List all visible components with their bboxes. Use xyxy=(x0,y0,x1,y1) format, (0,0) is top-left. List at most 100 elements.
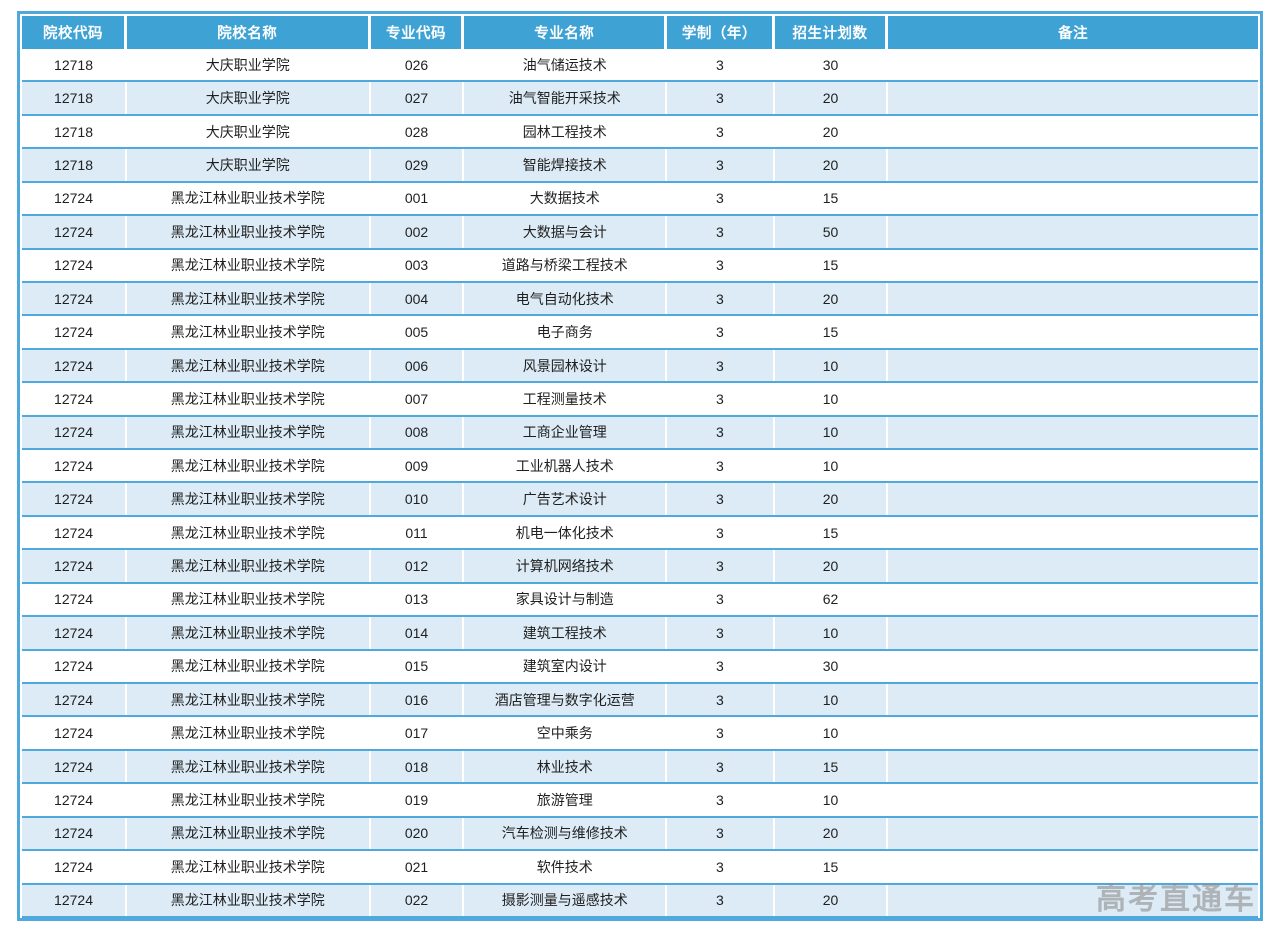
table-cell: 黑龙江林业职业技术学院 xyxy=(127,617,371,649)
table-cell: 20 xyxy=(775,817,889,850)
table-cell: 005 xyxy=(371,316,465,348)
table-cell: 12724 xyxy=(22,684,128,716)
table-cell: 黑龙江林业职业技术学院 xyxy=(127,516,371,549)
column-header: 专业代码 xyxy=(371,16,465,49)
table-row: 12718 大庆职业学院 029 智能焊接技术 3 20 xyxy=(22,149,1258,183)
table-cell: 12724 xyxy=(22,383,128,415)
table-header-row: 院校代码 院校名称 专业代码 专业名称 学制（年） 招生计划数 备注 xyxy=(22,16,1258,49)
table-cell: 黑龙江林业职业技术学院 xyxy=(127,784,371,816)
table-cell: 20 xyxy=(775,282,889,315)
table-cell: 20 xyxy=(775,149,889,181)
table-cell: 3 xyxy=(667,516,775,549)
table-cell: 建筑工程技术 xyxy=(464,617,668,649)
table-row: 12724 黑龙江林业职业技术学院 019 旅游管理 3 10 xyxy=(22,784,1258,818)
column-header: 招生计划数 xyxy=(775,16,889,49)
table-cell: 大数据与会计 xyxy=(464,216,668,248)
table-cell: 黑龙江林业职业技术学院 xyxy=(127,182,371,215)
table-row: 12724 黑龙江林业职业技术学院 014 建筑工程技术 3 10 xyxy=(22,617,1258,651)
table-cell: 010 xyxy=(371,483,465,515)
table-row: 12724 黑龙江林业职业技术学院 011 机电一体化技术 3 15 xyxy=(22,516,1258,551)
table-row: 12724 黑龙江林业职业技术学院 016 酒店管理与数字化运营 3 10 xyxy=(22,684,1258,718)
table-cell: 011 xyxy=(371,516,465,549)
table-row: 12724 黑龙江林业职业技术学院 018 林业技术 3 15 xyxy=(22,750,1258,785)
table-cell: 3 xyxy=(667,851,775,883)
table-cell: 20 xyxy=(775,115,889,148)
table-row: 12724 黑龙江林业职业技术学院 004 电气自动化技术 3 20 xyxy=(22,282,1258,317)
table-cell: 20 xyxy=(775,483,889,515)
table-cell: 12718 xyxy=(22,115,128,148)
table-cell: 黑龙江林业职业技术学院 xyxy=(127,750,371,783)
table-cell: 30 xyxy=(775,650,889,683)
table-cell: 028 xyxy=(371,115,465,148)
table-cell: 大庆职业学院 xyxy=(127,49,371,81)
table-row: 12724 黑龙江林业职业技术学院 002 大数据与会计 3 50 xyxy=(22,216,1258,250)
table-cell: 021 xyxy=(371,851,465,883)
table-cell: 20 xyxy=(775,550,889,582)
table-cell: 10 xyxy=(775,450,889,482)
table-cell: 018 xyxy=(371,750,465,783)
table-cell: 黑龙江林业职业技术学院 xyxy=(127,416,371,449)
table-cell xyxy=(888,784,1258,815)
table-cell: 林业技术 xyxy=(464,750,668,783)
table-cell: 黑龙江林业职业技术学院 xyxy=(127,851,371,883)
table-cell: 黑龙江林业职业技术学院 xyxy=(127,483,371,515)
table-cell: 道路与桥梁工程技术 xyxy=(464,249,668,281)
table-cell: 019 xyxy=(371,784,465,816)
table-cell: 3 xyxy=(667,416,775,449)
table-cell: 3 xyxy=(667,450,775,482)
table-cell: 12724 xyxy=(22,216,128,248)
table-cell: 12724 xyxy=(22,416,128,449)
table-cell: 12724 xyxy=(22,884,128,916)
table-cell: 广告艺术设计 xyxy=(464,483,668,515)
table-cell: 014 xyxy=(371,617,465,649)
table-cell: 工商企业管理 xyxy=(464,416,668,449)
table-row: 12724 黑龙江林业职业技术学院 006 风景园林设计 3 10 xyxy=(22,349,1258,384)
table-cell: 黑龙江林业职业技术学院 xyxy=(127,550,371,582)
table-body: 12718 大庆职业学院 026 油气储运技术 3 30 12718 大庆职业学院 027 油气智… xyxy=(22,49,1258,918)
table-cell: 大数据技术 xyxy=(464,182,668,215)
table-cell: 大庆职业学院 xyxy=(127,149,371,181)
table-cell: 026 xyxy=(371,49,465,81)
table-cell: 15 xyxy=(775,851,889,883)
table-cell: 15 xyxy=(775,316,889,348)
table-cell: 大庆职业学院 xyxy=(127,82,371,114)
table-cell xyxy=(888,250,1258,281)
table-cell xyxy=(888,584,1258,615)
table-cell: 黑龙江林业职业技术学院 xyxy=(127,383,371,415)
table-cell xyxy=(888,216,1258,247)
table-cell: 3 xyxy=(667,115,775,148)
table-cell: 015 xyxy=(371,650,465,683)
table-cell: 3 xyxy=(667,483,775,515)
table-cell: 黑龙江林业职业技术学院 xyxy=(127,282,371,315)
table-cell: 007 xyxy=(371,383,465,415)
table-cell xyxy=(888,851,1258,882)
table-cell: 009 xyxy=(371,450,465,482)
table-cell: 3 xyxy=(667,750,775,783)
table-cell: 029 xyxy=(371,149,465,181)
table-cell: 电子商务 xyxy=(464,316,668,348)
table-cell: 12724 xyxy=(22,249,128,281)
table-row: 12724 黑龙江林业职业技术学院 009 工业机器人技术 3 10 xyxy=(22,450,1258,484)
table-cell: 008 xyxy=(371,416,465,449)
table-cell: 12724 xyxy=(22,450,128,482)
table-cell: 12724 xyxy=(22,851,128,883)
table-cell: 12724 xyxy=(22,483,128,515)
table-cell xyxy=(888,751,1258,782)
table-cell: 3 xyxy=(667,282,775,315)
table-cell: 12724 xyxy=(22,349,128,382)
table-cell: 027 xyxy=(371,82,465,114)
table-cell xyxy=(888,316,1258,347)
table-cell xyxy=(888,550,1258,581)
table-cell: 12724 xyxy=(22,650,128,683)
table-cell: 黑龙江林业职业技术学院 xyxy=(127,817,371,850)
table-cell: 12724 xyxy=(22,784,128,816)
table-cell: 12724 xyxy=(22,316,128,348)
table-cell: 油气智能开采技术 xyxy=(464,82,668,114)
table-cell: 10 xyxy=(775,784,889,816)
table-cell: 黑龙江林业职业技术学院 xyxy=(127,583,371,616)
table-cell: 3 xyxy=(667,817,775,850)
table-cell: 园林工程技术 xyxy=(464,115,668,148)
table-cell: 10 xyxy=(775,383,889,415)
table-cell xyxy=(888,818,1258,849)
table-cell: 12724 xyxy=(22,583,128,616)
